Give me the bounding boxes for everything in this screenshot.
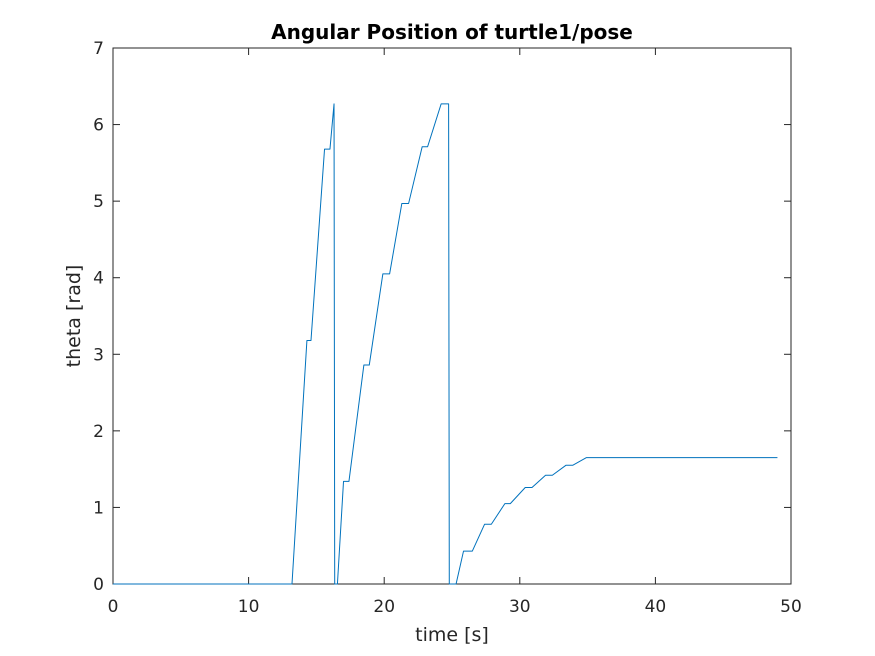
x-axis-label: time [s] [415, 624, 489, 646]
y-tick-label: 7 [93, 39, 104, 59]
tick-labels-group: 0 10 20 30 40 50 0 1 2 3 4 5 6 7 [93, 39, 802, 617]
series-line-0 [113, 103, 778, 585]
y-axis-label: theta [rad] [63, 265, 85, 368]
x-tick-label: 0 [108, 597, 119, 617]
axes-box [112, 47, 792, 585]
series-group [113, 103, 778, 585]
y-tick-label: 0 [93, 575, 104, 595]
y-tick-label: 1 [93, 498, 104, 518]
x-tick-label: 50 [780, 597, 802, 617]
x-tick-label: 20 [373, 597, 395, 617]
x-tick-label: 40 [645, 597, 667, 617]
chart-title: Angular Position of turtle1/pose [271, 20, 633, 44]
y-tick-label: 2 [93, 422, 104, 442]
y-tick-label: 4 [93, 269, 104, 289]
x-tick-label: 30 [509, 597, 531, 617]
y-tick-label: 6 [93, 116, 104, 136]
y-tick-label: 5 [93, 192, 104, 212]
x-tick-label: 10 [238, 597, 260, 617]
y-tick-label: 3 [93, 345, 104, 365]
